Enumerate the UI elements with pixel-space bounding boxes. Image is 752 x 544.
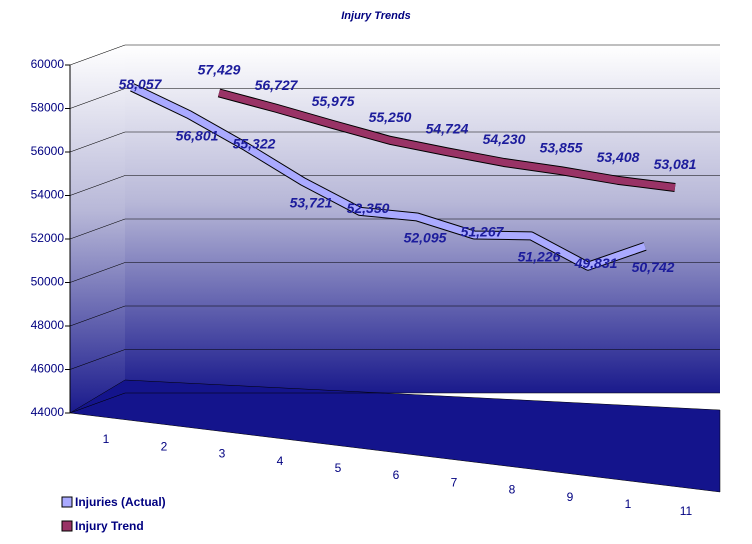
data-label: 54,724 bbox=[426, 120, 469, 136]
grid-line bbox=[69, 131, 720, 153]
data-label: 49,831 bbox=[574, 255, 618, 271]
y-tick-label: 54000 bbox=[31, 188, 65, 202]
grid-line bbox=[69, 218, 720, 240]
x-tick-label: 3 bbox=[219, 447, 226, 461]
data-label: 56,801 bbox=[176, 127, 219, 143]
data-label: 53,855 bbox=[540, 139, 583, 155]
y-tick-label: 52000 bbox=[31, 231, 65, 245]
x-tick-label: 1 bbox=[625, 497, 632, 511]
x-tick-label: 5 bbox=[335, 461, 342, 475]
x-tick-label: 11 bbox=[680, 504, 693, 518]
grid-line bbox=[69, 175, 720, 196]
data-label: 52,350 bbox=[347, 200, 390, 216]
data-label: 56,727 bbox=[255, 77, 299, 93]
x-tick-label: 2 bbox=[161, 439, 168, 453]
data-label: 53,081 bbox=[654, 156, 697, 172]
y-tick-label: 50000 bbox=[31, 275, 65, 289]
data-label: 55,975 bbox=[312, 93, 355, 109]
data-label: 53,721 bbox=[290, 194, 333, 210]
grid-line bbox=[69, 88, 720, 109]
y-tick-label: 56000 bbox=[31, 144, 65, 158]
data-label: 54,230 bbox=[483, 131, 526, 147]
grid-line bbox=[69, 349, 720, 370]
x-tick-label: 8 bbox=[509, 483, 516, 497]
data-label: 51,267 bbox=[461, 224, 505, 240]
chart-title: Injury Trends bbox=[341, 10, 410, 22]
line bbox=[130, 84, 647, 270]
data-label: 57,429 bbox=[198, 62, 241, 78]
y-tick-label: 58000 bbox=[31, 101, 65, 115]
grid-line bbox=[69, 262, 720, 283]
legend-label: Injury Trend bbox=[75, 519, 144, 533]
grid-line bbox=[69, 392, 720, 414]
grid-line bbox=[69, 44, 720, 66]
x-tick-label: 6 bbox=[393, 468, 400, 482]
legend-swatch bbox=[61, 520, 73, 532]
x-tick-label: 1 bbox=[103, 432, 110, 446]
grid-line bbox=[69, 305, 720, 327]
x-tick-label: 9 bbox=[567, 490, 574, 504]
y-tick-label: 46000 bbox=[31, 362, 65, 376]
data-label: 50,742 bbox=[632, 259, 675, 275]
legend-label: Injuries (Actual) bbox=[75, 495, 166, 509]
y-tick-label: 60000 bbox=[31, 57, 65, 71]
x-tick-label: 4 bbox=[277, 454, 284, 468]
data-label: 58,057 bbox=[119, 76, 163, 92]
line bbox=[218, 89, 676, 191]
data-label: 55,250 bbox=[369, 109, 412, 125]
legend-swatch bbox=[61, 496, 73, 508]
y-tick-label: 44000 bbox=[31, 405, 65, 419]
y-tick-label: 48000 bbox=[31, 318, 65, 332]
x-tick-label: 7 bbox=[451, 475, 458, 489]
data-label: 55,322 bbox=[233, 135, 276, 151]
data-label: 51,226 bbox=[518, 249, 561, 265]
legend: Injuries (Actual) Injury Trend bbox=[61, 495, 166, 533]
floor bbox=[69, 379, 721, 493]
data-label: 53,408 bbox=[597, 149, 640, 165]
data-label: 52,095 bbox=[404, 230, 447, 246]
